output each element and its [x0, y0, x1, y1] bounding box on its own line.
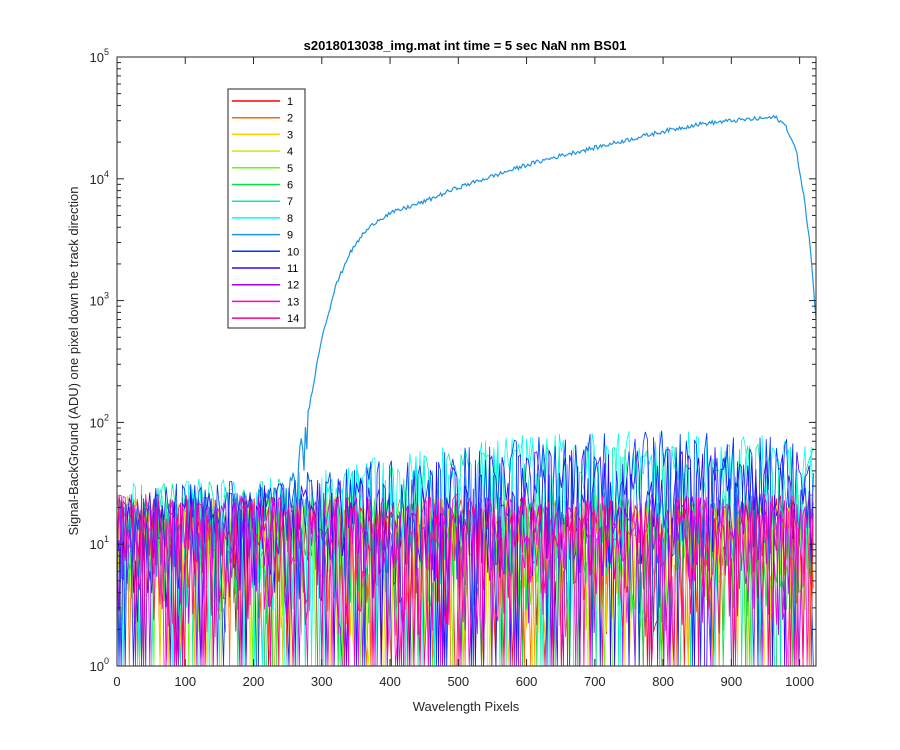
legend-label-7: 7: [287, 196, 293, 208]
series-line-8: [116, 431, 814, 667]
series-line-10: [116, 430, 814, 667]
x-tick-label: 700: [584, 674, 606, 689]
legend-label-12: 12: [287, 280, 299, 292]
legend-label-13: 13: [287, 296, 299, 308]
x-tick-label: 500: [447, 674, 469, 689]
legend-label-3: 3: [287, 129, 293, 141]
x-tick-label: 0: [113, 674, 120, 689]
x-axis-label: Wavelength Pixels: [413, 699, 520, 714]
x-tick-label: 800: [652, 674, 674, 689]
y-tick-label: 101: [90, 534, 109, 552]
legend-label-5: 5: [287, 163, 293, 175]
x-tick-label: 300: [311, 674, 333, 689]
y-tick-label: 102: [90, 412, 109, 430]
legend-label-4: 4: [287, 146, 293, 158]
legend-label-11: 11: [287, 263, 298, 275]
legend-box: [227, 88, 306, 329]
x-tick-label: 100: [174, 674, 196, 689]
legend-label-8: 8: [287, 213, 293, 225]
legend-label-10: 10: [287, 246, 299, 258]
y-tick-label: 103: [90, 291, 109, 309]
legend-label-14: 14: [287, 313, 299, 325]
legend-label-2: 2: [287, 113, 293, 125]
x-tick-label: 200: [243, 674, 265, 689]
x-tick-label: 600: [516, 674, 538, 689]
x-tick-label: 400: [379, 674, 401, 689]
y-tick-label: 104: [90, 169, 109, 187]
x-axis: 0 100 200 300 400 500 600 700 800 900 1000: [113, 57, 814, 689]
y-axis-label: Signal-BackGround (ADU) one pixel down t…: [66, 186, 81, 535]
axes-box: [116, 56, 817, 667]
legend-label-9: 9: [287, 230, 293, 242]
chart-title: s2018013038_img.mat int time = 5 sec NaN…: [304, 38, 627, 53]
legend-label-1: 1: [287, 96, 293, 108]
x-tick-label: 900: [721, 674, 743, 689]
plot-area: [116, 114, 817, 667]
x-tick-label: 1000: [785, 674, 814, 689]
series-line-14: [116, 494, 814, 667]
legend-label-6: 6: [287, 180, 293, 192]
y-tick-label: 100: [90, 656, 109, 674]
y-tick-label: 105: [90, 47, 109, 65]
